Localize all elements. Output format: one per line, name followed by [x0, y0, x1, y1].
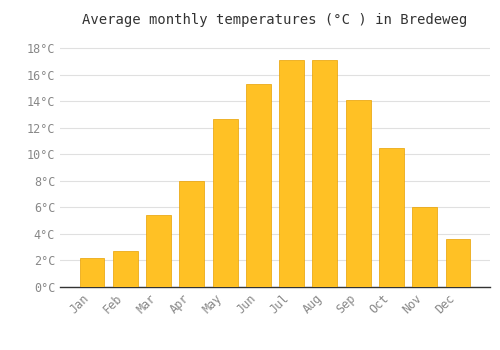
Bar: [312, 60, 338, 287]
Bar: [279, 60, 304, 287]
Bar: [212, 119, 238, 287]
Bar: [379, 148, 404, 287]
Bar: [446, 239, 470, 287]
Bar: [80, 258, 104, 287]
Bar: [246, 84, 271, 287]
Title: Average monthly temperatures (°C ) in Bredeweg: Average monthly temperatures (°C ) in Br…: [82, 13, 468, 27]
Bar: [146, 215, 171, 287]
Bar: [180, 181, 204, 287]
Bar: [412, 208, 437, 287]
Bar: [113, 251, 138, 287]
Bar: [346, 100, 370, 287]
